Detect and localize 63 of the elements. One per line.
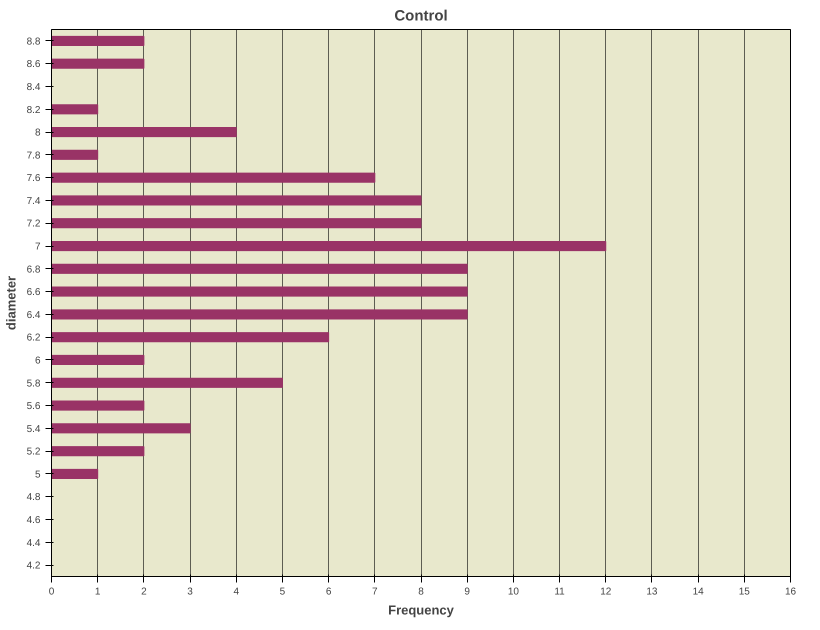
y-tick-label: 4.2 [26,560,41,572]
bar [52,127,237,138]
x-tick-label: 9 [464,586,470,598]
y-tick-label: 8.2 [26,104,41,116]
bar [52,354,144,366]
x-tick-label: 14 [692,586,704,598]
x-tick-label: 3 [187,586,194,598]
y-tick-label: 6.2 [26,332,41,344]
y-tick-label: 6 [34,355,41,366]
bar [52,378,283,388]
bar [52,446,144,456]
chart-title: Control [394,8,448,24]
x-tick-label: 15 [738,586,750,598]
y-tick-label: 4.4 [26,538,41,549]
y-tick-label: 8.8 [26,36,41,48]
y-tick-label: 4.8 [26,492,41,504]
bar [52,150,98,160]
x-tick-label: 12 [600,586,612,598]
x-tick-label: 8 [418,586,424,598]
y-tick-label: 4.6 [26,515,41,526]
bar [52,264,468,274]
bar [52,240,606,252]
y-tick-label: 6.6 [26,287,41,298]
x-tick-label: 16 [784,586,796,598]
x-tick-label: 2 [141,586,148,598]
bar [52,423,191,434]
y-tick-label: 5.6 [26,401,41,412]
bar [52,332,330,342]
bar [52,309,468,320]
y-tick-label: 8 [34,128,41,139]
bar [52,468,98,479]
bar [52,195,422,206]
x-tick-label: 5 [280,586,286,598]
y-tick-label: 5.4 [26,424,41,435]
bar [52,286,468,297]
bar [52,172,376,183]
x-tick-label: 13 [646,586,658,598]
y-tick-label: 7 [34,242,41,253]
y-tick-label: 6.4 [26,310,41,321]
y-tick-label: 5.8 [26,378,41,390]
y-tick-label: 5 [34,469,41,480]
y-tick-label: 7.6 [26,173,41,184]
bar [52,104,98,114]
y-tick-label: 8.4 [26,82,41,93]
y-tick-label: 7.2 [26,218,41,230]
bar [52,218,422,228]
bar [52,36,144,46]
x-tick-label: 4 [233,586,240,598]
x-tick-label: 10 [508,586,520,598]
y-tick-label: 8.6 [26,59,41,70]
bar [52,400,144,411]
x-axis-title: Frequency [388,602,455,618]
y-tick-label: 5.2 [26,446,41,458]
y-axis-title: diameter [4,276,19,330]
x-tick-label: 1 [94,586,101,598]
y-tick-label: 6.8 [26,264,41,276]
x-tick-label: 11 [554,586,566,598]
y-tick-label: 7.4 [26,196,41,207]
x-tick-label: 0 [48,586,55,598]
bar [52,58,144,69]
y-tick-label: 7.8 [26,150,41,162]
x-tick-label: 6 [326,586,332,598]
x-tick-label: 7 [372,586,378,598]
